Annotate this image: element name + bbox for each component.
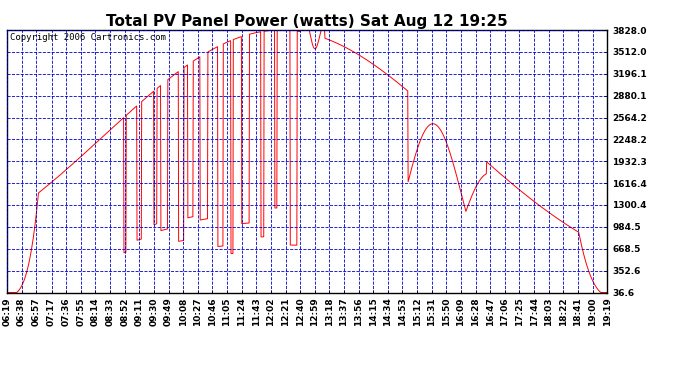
Text: Copyright 2006 Cartronics.com: Copyright 2006 Cartronics.com bbox=[10, 33, 166, 42]
Title: Total PV Panel Power (watts) Sat Aug 12 19:25: Total PV Panel Power (watts) Sat Aug 12 … bbox=[106, 14, 508, 29]
